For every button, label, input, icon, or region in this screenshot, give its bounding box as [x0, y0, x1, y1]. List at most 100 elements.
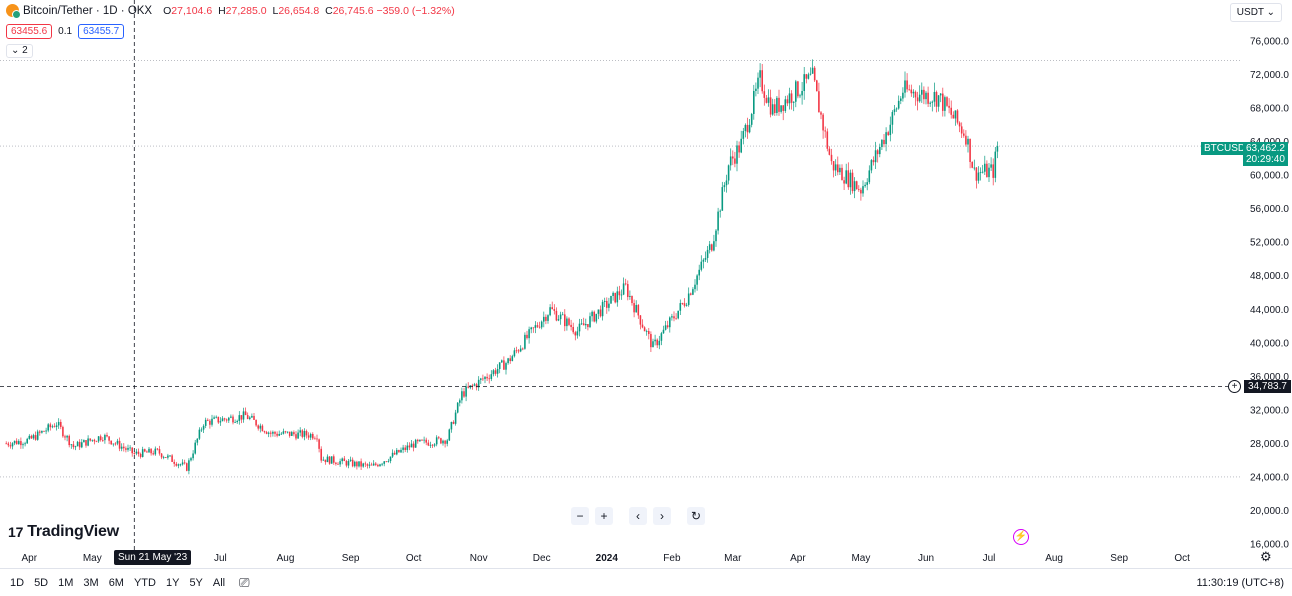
x-tick-label: Oct: [406, 553, 422, 564]
candle-body: [654, 339, 656, 342]
candle-body: [587, 323, 589, 328]
candle-body: [870, 160, 873, 171]
range-1d[interactable]: 1D: [10, 576, 25, 589]
candle-body: [154, 448, 157, 455]
candle-body: [685, 304, 688, 306]
candle-body: [345, 461, 348, 466]
candle-body: [767, 97, 770, 103]
candle-body: [7, 443, 10, 446]
indicators-toggle-button[interactable]: ⌄ 2: [6, 44, 33, 58]
clock-timezone[interactable]: 11:30:19 (UTC+8): [1196, 577, 1284, 589]
range-3m[interactable]: 3M: [83, 576, 99, 589]
candle-body: [555, 310, 558, 321]
candle-body: [622, 283, 625, 295]
candle-body: [719, 210, 721, 212]
candle-body: [429, 444, 432, 446]
candle-body: [202, 425, 205, 430]
candle-body: [36, 431, 39, 440]
candle-body: [660, 333, 663, 341]
candle-body: [366, 464, 369, 466]
date-range-calendar-icon[interactable]: ⎚: [239, 574, 250, 590]
candle-body: [879, 146, 881, 155]
symbol-title[interactable]: Bitcoin/Tether · 1D · OKX: [23, 4, 153, 17]
candle-body: [228, 417, 230, 421]
x-tick-label: Apr: [22, 553, 38, 564]
add-alert-plus-icon[interactable]: +: [1228, 380, 1241, 393]
candle-body: [551, 307, 553, 310]
candle-body: [156, 448, 159, 450]
range-5d[interactable]: 5D: [34, 576, 49, 589]
currency-select[interactable]: USDT ⌄: [1229, 3, 1282, 22]
tradingview-logo[interactable]: 17 TradingView: [8, 523, 119, 541]
candle-body: [723, 185, 726, 188]
candle-body: [566, 318, 568, 327]
candle-body: [297, 432, 299, 439]
candle-body: [356, 461, 358, 467]
candle-body: [364, 463, 367, 465]
y-tick-label: 24,000.0: [1250, 472, 1289, 483]
zoom-out-button[interactable]: −: [571, 507, 589, 525]
zoom-in-button[interactable]: +: [595, 507, 613, 525]
candle-body: [501, 360, 503, 363]
close-value: 26,745.6: [332, 4, 374, 17]
candle-body: [198, 429, 201, 439]
candle-body: [139, 453, 142, 457]
range-5y[interactable]: 5Y: [189, 576, 203, 589]
candle-body: [858, 189, 860, 190]
y-tick-label: 32,000.0: [1250, 405, 1289, 416]
candle-body: [81, 442, 83, 448]
bid-button[interactable]: 63455.6: [6, 24, 53, 39]
range-6m[interactable]: 6M: [108, 576, 124, 589]
candle-body: [47, 424, 49, 431]
x-tick-label: 2024: [596, 553, 619, 564]
range-1m[interactable]: 1M: [58, 576, 74, 589]
reset-chart-button[interactable]: ↻: [687, 507, 705, 525]
candle-body: [679, 303, 682, 311]
candle-body: [406, 445, 409, 450]
candle-body: [341, 458, 343, 462]
candle-body: [656, 339, 658, 346]
candle-body: [97, 436, 100, 442]
candle-body: [442, 440, 444, 444]
candle-body: [169, 455, 171, 457]
range-all[interactable]: All: [212, 576, 226, 589]
candle-body: [952, 114, 955, 119]
candle-body: [284, 431, 287, 433]
x-tick-label: Apr: [790, 553, 806, 564]
candle-body: [935, 91, 938, 107]
bottom-toolbar: 1D 5D 1M 3M 6M YTD 1Y 5Y All ⎚ 11:30:19 …: [0, 568, 1292, 596]
candle-body: [908, 89, 910, 91]
candle-body: [219, 421, 222, 423]
range-1y[interactable]: 1Y: [165, 576, 180, 589]
candle-body: [186, 463, 188, 471]
candle-body: [249, 417, 251, 419]
ask-button[interactable]: 63455.7: [78, 24, 125, 39]
bitcoin-coin-icon: [6, 4, 21, 19]
scroll-right-button[interactable]: ›: [653, 507, 671, 525]
candle-body: [408, 445, 411, 448]
lightning-icon[interactable]: ⚡: [1013, 529, 1029, 545]
candle-body: [150, 448, 152, 454]
x-tick-label: Aug: [1045, 553, 1063, 564]
candle-body: [721, 187, 724, 211]
candle-body: [834, 164, 837, 171]
scroll-left-button[interactable]: ‹: [629, 507, 647, 525]
candle-body: [141, 449, 144, 457]
candle-body: [53, 426, 56, 428]
gear-icon[interactable]: ⚙: [1260, 549, 1272, 564]
candle-body: [816, 80, 818, 92]
candle-body: [786, 99, 789, 104]
candle-body: [461, 391, 463, 401]
crosshair-date-label: Sun 21 May '23: [114, 550, 192, 565]
range-ytd[interactable]: YTD: [133, 576, 156, 589]
candle-body: [307, 435, 310, 438]
candle-body: [204, 419, 207, 426]
candle-body: [93, 439, 96, 442]
candle-body: [492, 370, 495, 375]
candle-body: [221, 418, 224, 422]
candle-body: [805, 74, 808, 79]
candle-body: [738, 145, 740, 153]
candle-body: [742, 131, 745, 139]
candle-body: [948, 105, 950, 108]
